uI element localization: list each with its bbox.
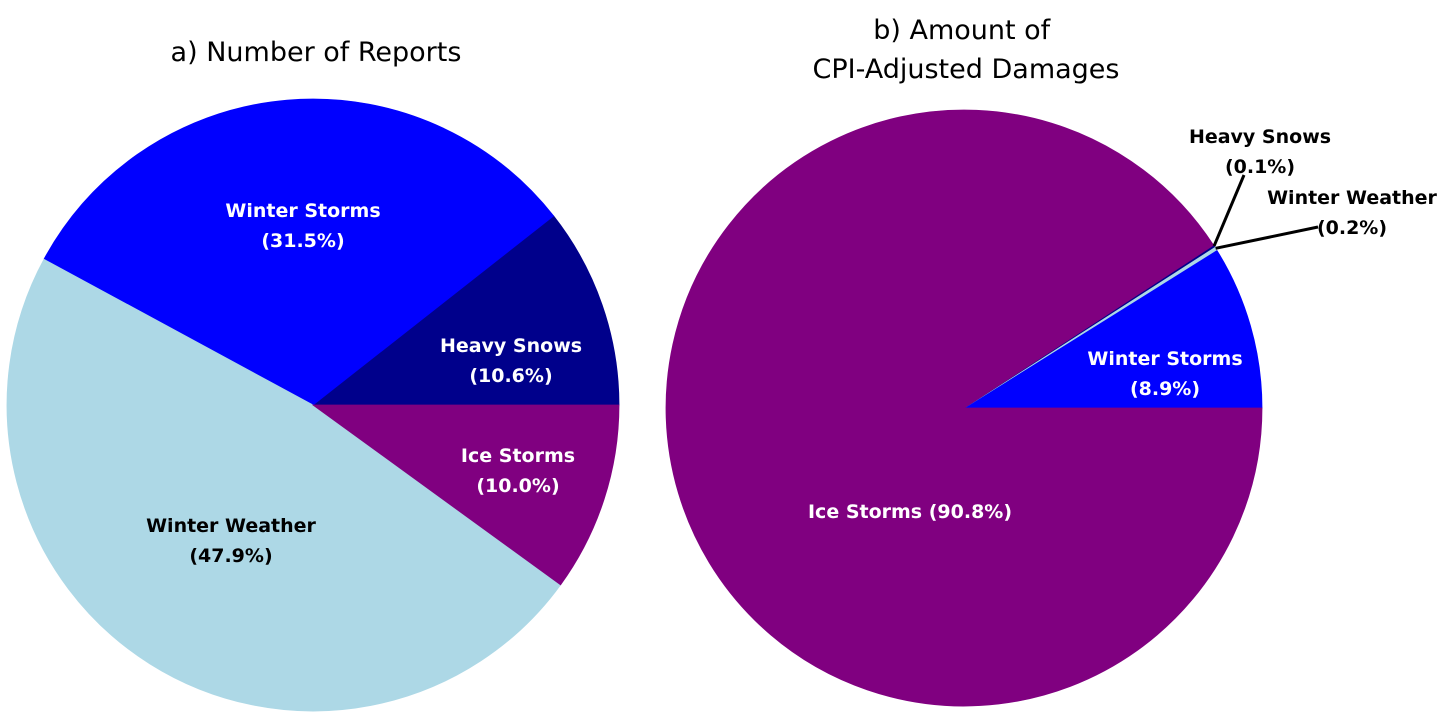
chart-a-label-ice-storms: Ice Storms (10.0%) — [461, 445, 575, 497]
chart-b-label-winter-storms-line-1: Winter Storms — [1087, 348, 1242, 370]
chart-a-slice-winter-weather — [6, 258, 562, 712]
pie-chart-cpi-adjusted-damages: b) Amount of CPI-Adjusted Damages Winter… — [665, 15, 1438, 707]
chart-b-slice-ice-storms — [665, 109, 1263, 707]
chart-b-label-heavy-snows-line-2: (0.1%) — [1225, 156, 1295, 178]
chart-a-title: a) Number of Reports — [171, 37, 462, 68]
chart-b-label-ice-storms: Ice Storms (90.8%) — [808, 501, 1012, 523]
chart-a-slices — [6, 98, 620, 712]
chart-a-label-winter-storms: Winter Storms (31.5%) — [225, 200, 380, 252]
chart-a-slice-ice-storms — [311, 404, 620, 586]
chart-a-label-winter-weather-line-1: Winter Weather — [146, 515, 316, 537]
chart-a-label-winter-storms-line-2: (31.5%) — [261, 230, 344, 252]
chart-b-title-line-1: b) Amount of — [873, 15, 1051, 46]
chart-b-slice-winter-storms — [962, 249, 1263, 409]
chart-b-label-winter-weather-line-1: Winter Weather — [1267, 187, 1437, 209]
pie-chart-number-of-reports: a) Number of Reports Heavy Snows (10.6%) W… — [6, 37, 620, 712]
chart-a-label-winter-storms-line-1: Winter Storms — [225, 200, 380, 222]
chart-b-callout-line-winter-weather — [1215, 225, 1319, 250]
chart-a-slice-heavy-snows — [311, 215, 620, 406]
chart-a-label-winter-weather: Winter Weather (47.9%) — [146, 515, 316, 567]
chart-b-slices — [665, 109, 1263, 707]
chart-b-label-heavy-snows-line-1: Heavy Snows — [1189, 126, 1331, 148]
chart-a-label-ice-storms-line-2: (10.0%) — [476, 475, 559, 497]
chart-b-callouts — [1212, 174, 1319, 250]
chart-a-label-heavy-snows-line-1: Heavy Snows — [440, 335, 582, 357]
chart-b-callout-line-heavy-snows — [1212, 174, 1246, 247]
chart-b-title-line-2: CPI-Adjusted Damages — [813, 54, 1120, 85]
chart-b-title: b) Amount of CPI-Adjusted Damages — [813, 15, 1120, 85]
chart-a-slice-winter-storms — [43, 98, 555, 406]
chart-a-label-heavy-snows: Heavy Snows (10.6%) — [440, 335, 582, 387]
chart-b-label-winter-weather: Winter Weather (0.2%) — [1267, 187, 1437, 239]
chart-b-label-winter-storms: Winter Storms (8.9%) — [1087, 348, 1242, 400]
chart-b-label-winter-weather-line-2: (0.2%) — [1317, 217, 1387, 239]
chart-b-label-heavy-snows: Heavy Snows (0.1%) — [1189, 126, 1331, 178]
chart-b-label-ice-storms-line-1: Ice Storms (90.8%) — [808, 501, 1012, 523]
chart-a-label-ice-storms-line-1: Ice Storms — [461, 445, 575, 467]
chart-b-label-winter-storms-line-2: (8.9%) — [1130, 378, 1200, 400]
chart-b-labels: Winter Storms (8.9%) Winter Weather (0.2%) H… — [808, 126, 1438, 523]
chart-a-labels: Heavy Snows (10.6%)Winter Storms (31.5%)Wi… — [146, 200, 582, 567]
chart-a-label-winter-weather-line-2: (47.9%) — [189, 545, 272, 567]
chart-a-label-heavy-snows-line-2: (10.6%) — [469, 365, 552, 387]
